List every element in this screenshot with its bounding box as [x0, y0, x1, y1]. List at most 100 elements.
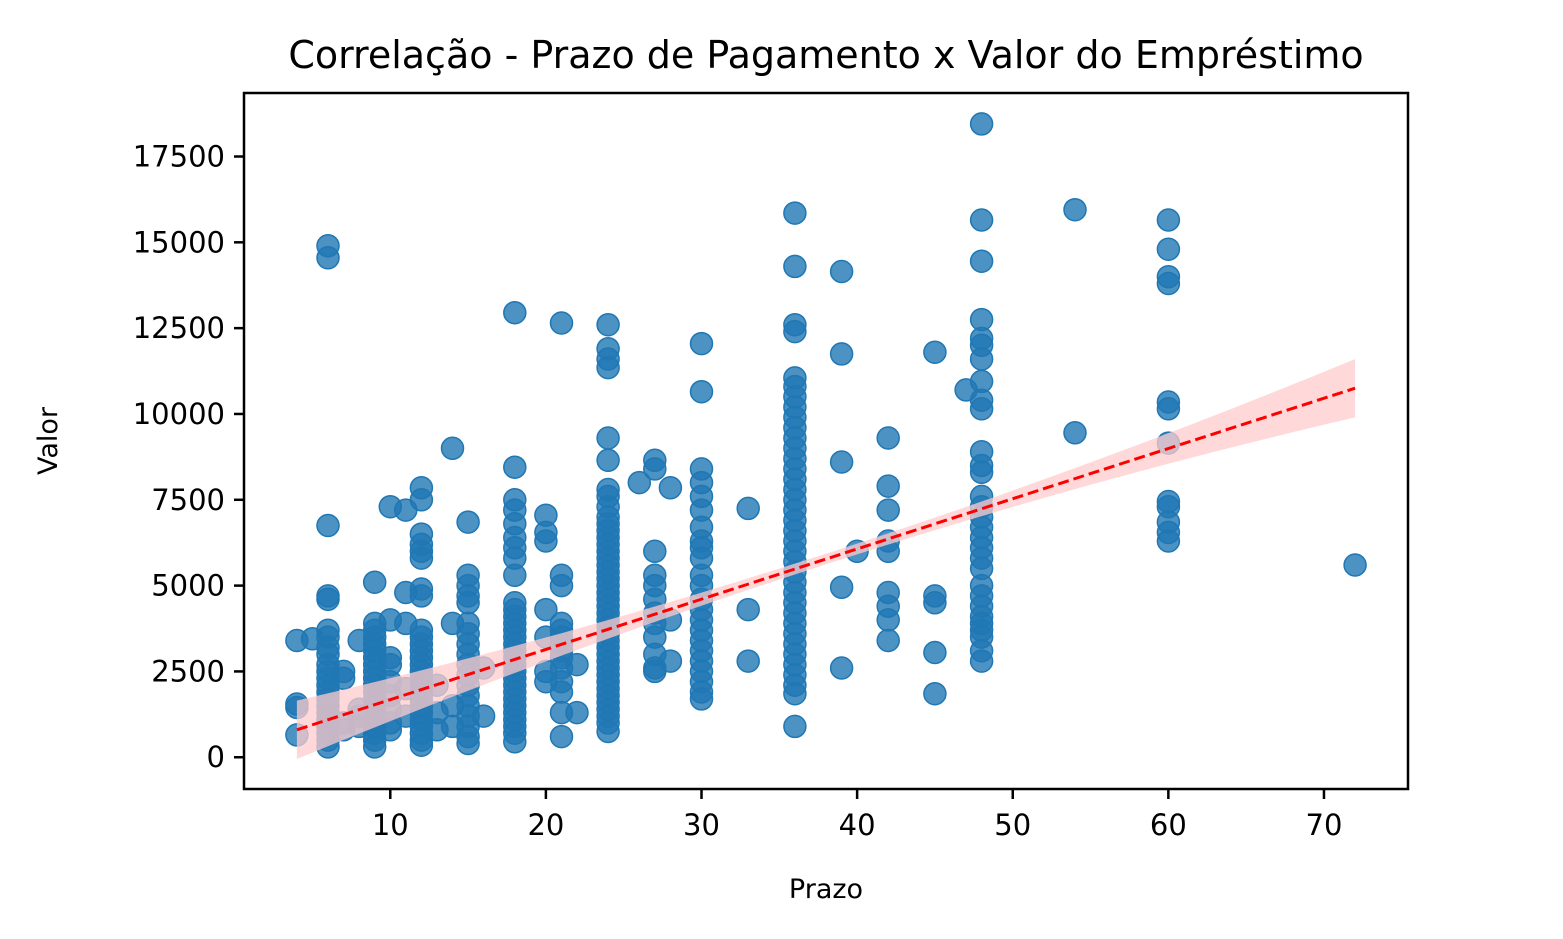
- y-tick-label: 2500: [151, 654, 225, 688]
- data-point: [503, 730, 527, 754]
- data-point: [783, 681, 807, 706]
- data-point: [1156, 208, 1181, 232]
- data-point: [876, 608, 900, 632]
- x-axis: 10 20 30 40 50 60 70: [372, 789, 1343, 842]
- data-point: [829, 450, 854, 474]
- data-point: [783, 201, 807, 225]
- data-point: [689, 379, 714, 404]
- data-point: [1343, 553, 1367, 577]
- data-point: [923, 640, 947, 665]
- data-point: [736, 649, 760, 673]
- data-point: [783, 714, 807, 739]
- data-point: [1156, 397, 1181, 421]
- y-tick-label: 10000: [133, 397, 225, 431]
- data-point: [549, 680, 574, 704]
- x-tick-label: 50: [994, 808, 1031, 842]
- data-point: [549, 573, 574, 598]
- data-point: [689, 687, 714, 711]
- data-point: [736, 496, 760, 521]
- data-point: [1156, 271, 1181, 296]
- data-point: [565, 652, 589, 677]
- data-point: [409, 488, 434, 512]
- plot-frame: [242, 91, 1410, 791]
- data-point: [534, 529, 558, 553]
- y-tick-label: 5000: [151, 569, 225, 603]
- x-tick-label: 30: [683, 808, 720, 842]
- y-axis: 0 2500 5000 7500 10000 12500 15000 17500: [133, 140, 244, 774]
- data-point: [643, 539, 667, 564]
- data-point: [549, 724, 574, 749]
- data-point: [783, 319, 807, 344]
- x-axis-label: Prazo: [789, 874, 863, 905]
- data-point: [596, 448, 620, 473]
- data-point: [876, 628, 900, 653]
- data-point: [969, 347, 994, 371]
- data-point: [923, 681, 947, 706]
- data-point: [316, 513, 340, 538]
- data-point: [471, 704, 496, 728]
- data-point: [876, 426, 900, 450]
- data-point: [829, 259, 854, 284]
- data-point: [565, 700, 589, 725]
- data-point: [362, 570, 387, 594]
- data-point: [876, 498, 900, 522]
- data-point: [549, 311, 574, 335]
- data-point: [1063, 421, 1087, 445]
- data-point: [503, 563, 527, 588]
- confidence-band: [296, 359, 1356, 759]
- data-point: [316, 246, 340, 270]
- data-point: [969, 460, 994, 485]
- data-point: [658, 476, 683, 500]
- y-tick-label: 15000: [133, 225, 225, 259]
- x-tick-label: 40: [839, 808, 876, 842]
- data-point: [456, 510, 480, 534]
- data-point: [627, 470, 652, 495]
- data-point: [829, 342, 854, 366]
- data-point: [456, 731, 480, 756]
- data-point: [923, 591, 947, 615]
- data-point: [316, 587, 340, 612]
- data-point: [503, 455, 527, 479]
- data-point: [658, 649, 683, 673]
- data-point: [440, 436, 465, 461]
- data-point: [1156, 529, 1181, 553]
- data-point: [969, 112, 994, 136]
- data-point: [689, 331, 714, 356]
- y-tick-label: 7500: [151, 483, 225, 517]
- data-point: [783, 254, 807, 279]
- data-point: [362, 735, 387, 759]
- x-tick-label: 10: [372, 808, 409, 842]
- y-tick-label: 12500: [133, 311, 225, 345]
- data-point: [409, 584, 434, 608]
- data-point: [643, 457, 667, 481]
- plot-area: [285, 112, 1367, 759]
- data-point: [596, 355, 620, 380]
- y-tick-label: 0: [207, 740, 225, 774]
- data-point: [456, 591, 480, 615]
- data-point: [876, 474, 900, 498]
- x-tick-label: 70: [1306, 808, 1343, 842]
- data-point: [829, 656, 854, 680]
- x-tick-label: 20: [527, 808, 564, 842]
- regression-line: [296, 386, 1356, 732]
- data-point: [409, 733, 434, 757]
- data-point: [1156, 237, 1181, 261]
- data-point: [596, 719, 620, 744]
- data-point: [503, 300, 527, 325]
- data-point: [923, 340, 947, 364]
- y-tick-label: 17500: [133, 140, 225, 174]
- data-point: [969, 208, 994, 232]
- x-tick-label: 60: [1150, 808, 1187, 842]
- data-point: [969, 649, 994, 673]
- data-point: [596, 312, 620, 337]
- data-point: [969, 249, 994, 273]
- data-point: [534, 597, 558, 622]
- data-point: [1063, 197, 1087, 222]
- data-point: [736, 597, 760, 622]
- data-point: [596, 426, 620, 450]
- data-point: [331, 666, 356, 691]
- y-axis-label: Valor: [33, 406, 64, 475]
- data-point: [409, 546, 434, 570]
- chart-title: Correlação - Prazo de Pagamento x Valor …: [288, 33, 1363, 77]
- data-point: [829, 575, 854, 600]
